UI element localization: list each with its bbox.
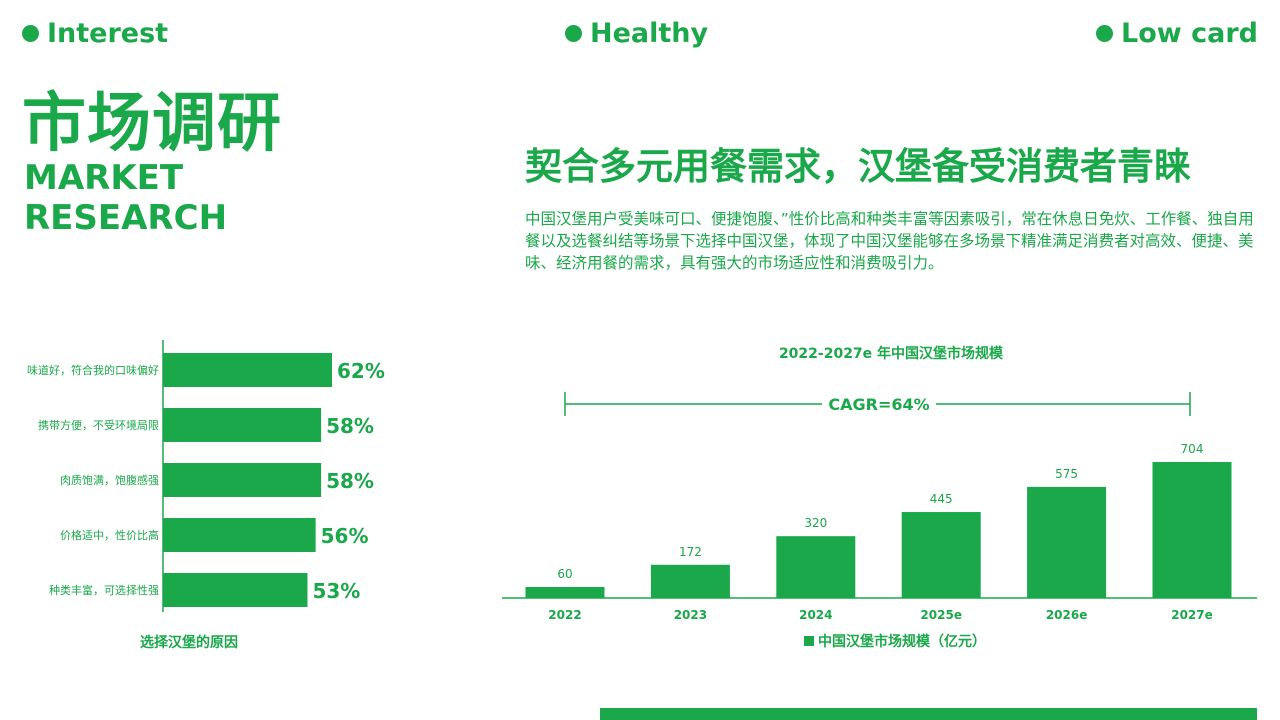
description-paragraph: 中国汉堡用户受美味可口、便捷饱腹、”性价比高和种类丰富等因素吸引，常在休息日免炊… xyxy=(525,210,1254,272)
subtitle-line-2: RESEARCH xyxy=(24,198,228,238)
page-subtitle: MARKET RESEARCH xyxy=(24,158,227,238)
market-bar xyxy=(1027,486,1107,598)
page-title: 市场调研 xyxy=(22,87,282,161)
market-bar-value: 172 xyxy=(679,545,702,559)
reason-bar xyxy=(163,518,316,552)
market-x-tick: 2024 xyxy=(799,608,832,622)
dot-icon xyxy=(565,25,582,42)
reason-bar xyxy=(163,573,308,607)
bar-value-label: 53% xyxy=(312,579,360,603)
market-x-tick: 2026e xyxy=(1046,608,1088,622)
bar-value-label: 62% xyxy=(337,359,385,383)
bar-value-label: 58% xyxy=(326,469,374,493)
market-bar-value: 445 xyxy=(930,492,953,506)
market-bar xyxy=(776,536,856,598)
tag-lowcard: Low card xyxy=(1096,18,1258,49)
bar-category-label: 携带方便，不受环境局限 xyxy=(38,418,159,432)
legend-swatch xyxy=(804,636,814,646)
bar-value-label: 56% xyxy=(321,524,369,548)
tag-interest-label: Interest xyxy=(47,18,169,49)
dot-icon xyxy=(22,25,39,42)
reason-bar xyxy=(163,353,332,387)
reason-bar xyxy=(163,408,322,442)
market-bar-value: 60 xyxy=(557,567,572,581)
cagr-annotation: CAGR=64% xyxy=(828,395,929,414)
tag-healthy: Healthy xyxy=(565,18,708,49)
market-chart-title: 2022-2027e 年中国汉堡市场规模 xyxy=(779,345,1004,362)
tag-healthy-label: Healthy xyxy=(590,18,709,49)
bar-category-label: 味道好，符合我的口味偏好 xyxy=(27,363,159,377)
market-x-tick: 2025e xyxy=(920,608,962,622)
headline: 契合多元用餐需求，汉堡备受消费者青睐 xyxy=(525,145,1191,188)
bar-value-label: 58% xyxy=(326,414,374,438)
market-bar xyxy=(525,587,605,598)
market-bar-value: 575 xyxy=(1055,467,1078,481)
market-bar xyxy=(650,564,730,598)
legend-label: 中国汉堡市场规模（亿元） xyxy=(818,633,986,650)
dot-icon xyxy=(1096,25,1114,42)
subtitle-line-1: MARKET xyxy=(24,158,184,198)
market-x-tick: 2027e xyxy=(1171,608,1213,622)
market-bar xyxy=(1152,462,1232,598)
market-x-tick: 2022 xyxy=(548,608,581,622)
market-bar-value: 704 xyxy=(1181,442,1204,456)
bottom-accent-bar xyxy=(600,708,1257,720)
market-bar xyxy=(901,512,981,598)
bar-category-label: 价格适中，性价比高 xyxy=(60,528,159,542)
market-bar-value: 320 xyxy=(804,516,827,530)
reason-chart-caption: 选择汉堡的原因 xyxy=(140,634,238,651)
bar-category-label: 种类丰富，可选择性强 xyxy=(49,583,159,597)
market-x-tick: 2023 xyxy=(674,608,707,622)
bar-category-label: 肉质饱满，饱腹感强 xyxy=(60,473,159,487)
tag-interest: Interest xyxy=(22,18,168,49)
tag-lowcard-label: Low card xyxy=(1121,18,1258,49)
reason-bar xyxy=(163,463,322,497)
